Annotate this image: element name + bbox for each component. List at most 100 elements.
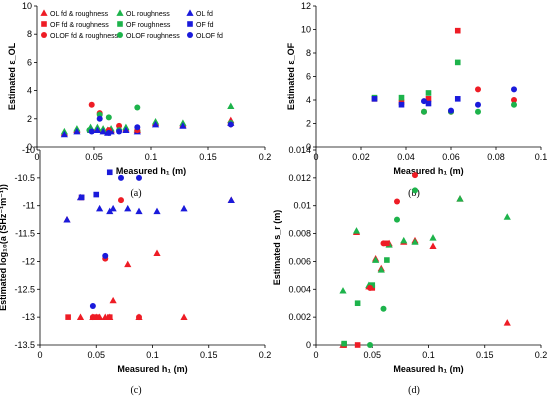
y-tick-label: 0 [27, 142, 32, 152]
data-point [380, 240, 387, 247]
x-tick-label: 0.2 [259, 152, 272, 162]
data-point [421, 108, 427, 115]
x-tick-label: 0.2 [535, 350, 548, 360]
y-tick-label: -12.5 [14, 284, 35, 294]
data-point [93, 191, 100, 198]
panel-caption: (b) [408, 188, 420, 199]
data-point [76, 313, 85, 321]
y-tick-label: 0.006 [288, 256, 311, 266]
legend-label: OLOF roughness [126, 33, 180, 40]
data-point [96, 111, 103, 118]
data-point [398, 94, 405, 101]
series [60, 119, 235, 138]
series [89, 174, 142, 309]
x-tick-label: 0.15 [199, 152, 217, 162]
data-point [124, 260, 132, 268]
data-point [475, 108, 481, 115]
data-point [511, 86, 517, 93]
y-tick-label: 0.004 [288, 284, 311, 294]
data-point [456, 195, 464, 202]
x-axis-label: Measured h₁ (m) [393, 364, 463, 374]
data-point [63, 216, 71, 223]
data-point [135, 207, 143, 215]
x-tick-label: 0.1 [146, 350, 159, 360]
legend-marker [41, 32, 47, 38]
data-point [179, 122, 187, 129]
data-point [425, 96, 432, 102]
series [371, 59, 461, 101]
data-point [88, 101, 95, 108]
series [63, 196, 235, 321]
legend-marker [187, 21, 193, 27]
x-tick-label: 0.05 [363, 350, 381, 360]
legend-marker [116, 9, 124, 16]
legend-label: OLOF fd [196, 33, 223, 40]
data-point [454, 59, 461, 66]
y-tick-label: 0.008 [288, 229, 311, 239]
legend-label: OL roughness [126, 11, 170, 18]
data-point [352, 227, 361, 234]
data-point [78, 194, 85, 201]
data-point [425, 100, 432, 107]
data-point [180, 313, 188, 321]
legend-marker [117, 32, 123, 38]
x-tick-label: 0.1 [422, 350, 435, 360]
chart-c: 0 0.05 0.1 0.15 0.2 -10 -10.5 -11 -11.5 -12 -12.5 -… [0, 145, 271, 396]
data-point [153, 207, 161, 215]
series [371, 27, 461, 106]
data-point [60, 130, 68, 138]
panel-caption: (a) [130, 188, 141, 199]
series [339, 195, 511, 294]
panel-caption: (d) [408, 385, 420, 396]
y-axis-label: Estimated s_r (m) [272, 210, 282, 286]
data-point [105, 129, 112, 136]
x-tick-label: 0.1 [145, 152, 158, 162]
data-point [367, 342, 373, 348]
x-tick-label: 0.2 [259, 350, 272, 360]
data-point [153, 249, 161, 256]
y-axis-label: Estimated ε_OF [286, 42, 296, 110]
y-tick-label: 10 [22, 1, 32, 11]
x-tick-label: 0.1 [535, 152, 548, 162]
data-point [109, 296, 117, 304]
data-point [118, 174, 124, 181]
data-point [511, 97, 517, 103]
data-point [341, 340, 347, 347]
legend-label: OF fd & roughness [50, 22, 109, 29]
series [421, 86, 517, 114]
y-tick-label: 0 [306, 340, 311, 350]
data-point [412, 172, 418, 179]
y-tick-label: 6 [306, 72, 311, 82]
data-point [354, 300, 361, 307]
data-point [394, 198, 400, 205]
x-axis-label: Measured h₁ (m) [116, 166, 186, 176]
x-tick-label: 0.04 [397, 152, 415, 162]
data-point [384, 257, 390, 263]
legend-label: OL fd & roughness [50, 11, 109, 18]
data-point [339, 287, 347, 294]
x-tick-label: 0.08 [487, 152, 505, 162]
legend-label: OL fd [196, 11, 213, 18]
data-point [398, 101, 405, 108]
y-tick-label: 0.014 [288, 145, 311, 155]
data-point [421, 98, 427, 105]
y-tick-label: 12 [301, 1, 311, 11]
data-point [227, 102, 235, 109]
x-tick-label: 0.15 [476, 350, 494, 360]
data-point [89, 314, 96, 321]
y-tick-label: -13 [22, 312, 35, 322]
data-point [227, 196, 235, 204]
chart-d: 0 0.05 0.1 0.15 0.2 0 0.002 0.004 0.006 0.008 0.01… [272, 145, 547, 396]
series [367, 172, 418, 291]
series [60, 116, 235, 136]
data-point [118, 197, 124, 204]
data-point [371, 96, 378, 102]
series [371, 96, 461, 108]
y-tick-label: -10.5 [14, 173, 35, 183]
data-point [448, 107, 454, 114]
data-point [96, 204, 104, 212]
y-tick-label: 2 [306, 119, 311, 129]
series [421, 86, 517, 115]
